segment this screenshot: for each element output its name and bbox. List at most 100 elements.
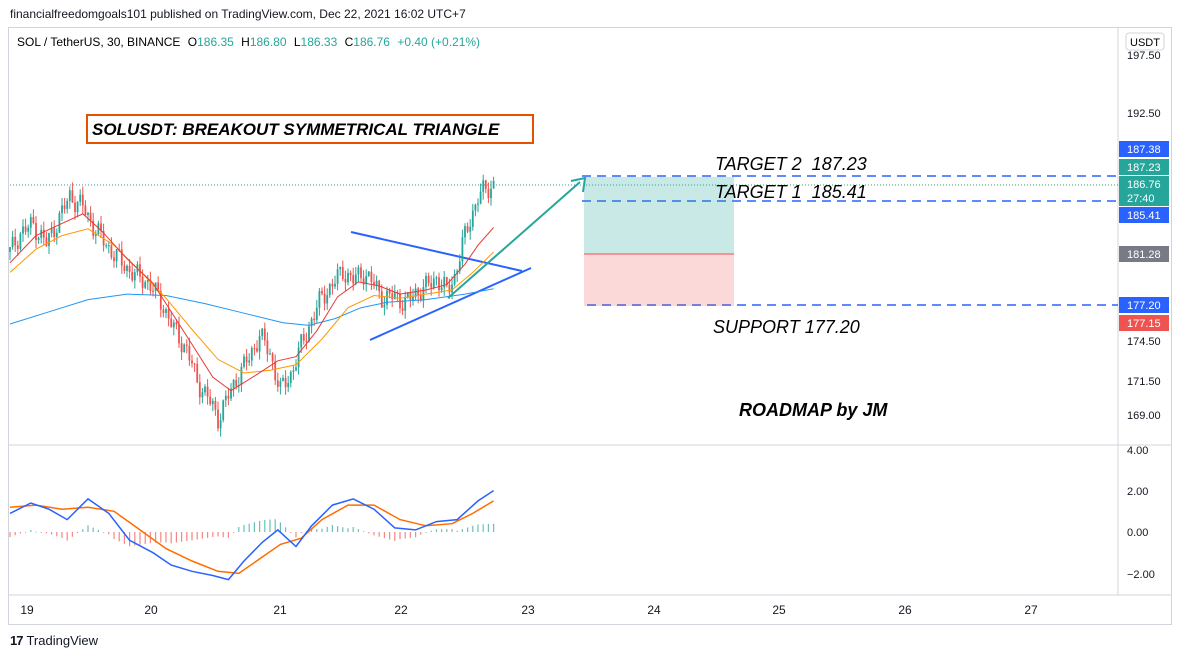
macd-hist-bar	[97, 529, 99, 532]
candle-body	[287, 382, 290, 388]
candle-body	[326, 295, 329, 304]
macd-hist-bar	[243, 524, 245, 532]
candle-body	[341, 267, 344, 279]
macd-hist-bar	[383, 532, 385, 539]
macd-hist-bar	[425, 532, 427, 533]
macd-hist-bar	[373, 532, 375, 536]
candle-body	[126, 265, 128, 272]
macd-hist-bar	[77, 532, 79, 533]
legend-o-value: 186.35	[197, 35, 234, 49]
candle-body	[414, 288, 417, 297]
macd-hist-bar	[222, 532, 224, 538]
macd-hist-bar	[113, 532, 115, 540]
triangle-upper-line[interactable]	[350, 231, 523, 272]
candle-body	[178, 324, 180, 344]
macd-histogram	[9, 519, 495, 547]
macd-hist-bar	[181, 532, 183, 542]
candle-body	[362, 278, 365, 285]
price-label: 186.76	[1127, 179, 1161, 191]
candle-body	[443, 276, 446, 288]
candle-body	[253, 348, 256, 350]
time-tick: 22	[394, 603, 408, 617]
macd-hist-bar	[269, 519, 271, 532]
macd-hist-bar	[82, 529, 84, 532]
candle-body	[477, 203, 479, 205]
macd-hist-bar	[321, 528, 323, 532]
legend-l-value: 186.33	[301, 35, 338, 49]
candle-body	[461, 237, 464, 262]
macd-axis[interactable]: 4.00 2.00 0.00 −2.00	[1127, 445, 1155, 581]
candle-body	[292, 370, 295, 372]
candles	[9, 174, 495, 437]
candle-body	[224, 395, 227, 401]
macd-hist-bar	[435, 529, 437, 532]
candle-body	[76, 201, 79, 213]
legend-change: +0.40 (+0.21%)	[397, 35, 480, 49]
candle-body	[440, 287, 443, 291]
macd-hist-bar	[368, 532, 370, 534]
candle-body	[375, 280, 378, 286]
macd-hist-bar	[420, 532, 422, 535]
title-box[interactable]	[86, 114, 534, 144]
candle-body	[201, 392, 204, 398]
candle-body	[92, 220, 95, 236]
legend-c-value: 186.76	[353, 35, 390, 49]
candle-body	[133, 272, 136, 281]
candle-body	[490, 188, 492, 198]
triangle-lower-line[interactable]	[369, 267, 532, 341]
candle-body	[170, 318, 173, 328]
profit-zone[interactable]	[584, 177, 734, 254]
macd-hist-bar	[71, 532, 73, 537]
price-label-bg	[1119, 159, 1169, 175]
macd-hist-bar	[404, 532, 406, 539]
candle-body	[347, 272, 349, 283]
candle-body	[313, 318, 316, 320]
price-axis[interactable]: 197.50 192.50 174.50 171.50 169.00	[1127, 50, 1161, 422]
macd-hist-bar	[212, 532, 214, 537]
candle-body	[323, 293, 326, 304]
breakout-arrow[interactable]	[447, 181, 581, 299]
candle-body	[256, 348, 258, 352]
candle-body	[198, 382, 201, 398]
macd-hist-bar	[227, 532, 229, 538]
footer-brand: TradingView	[26, 633, 99, 648]
candle-body	[204, 386, 206, 393]
time-axis[interactable]: 19 20 21 22 23 24 25 26 27	[20, 603, 1038, 617]
macd-hist-bar	[9, 532, 11, 537]
macd-hist-bar	[363, 531, 365, 532]
time-tick: 25	[772, 603, 786, 617]
chart-frame	[8, 27, 1172, 625]
candle-body	[425, 275, 427, 288]
candle-body	[209, 396, 212, 405]
price-label: 27:40	[1127, 193, 1155, 205]
price-label: 187.23	[1127, 162, 1161, 174]
candle-body	[448, 284, 451, 293]
candle-body	[180, 343, 183, 353]
candle-body	[141, 276, 144, 288]
macd-hist-bar	[103, 532, 105, 533]
price-label-bg	[1119, 141, 1169, 157]
candle-body	[162, 309, 165, 313]
candle-body	[16, 245, 19, 249]
loss-zone[interactable]	[584, 254, 734, 306]
macd-hist-bar	[399, 532, 401, 540]
macd-tick: 4.00	[1127, 445, 1148, 457]
time-tick: 19	[20, 603, 34, 617]
currency-button[interactable]	[1125, 32, 1165, 51]
price-label-bg	[1119, 207, 1169, 223]
macd-hist-bar	[134, 532, 136, 546]
price-axis-labels: 187.38 187.23 186.76 27:40 185.41 181.28 177.2…	[1119, 141, 1169, 331]
currency-label: USDT	[1130, 37, 1160, 49]
candle-body	[339, 267, 342, 270]
candle-body	[172, 322, 175, 328]
candle-body	[432, 278, 435, 288]
macd-hist-bar	[92, 527, 94, 532]
macd-hist-bar	[35, 531, 37, 533]
candle-body	[219, 420, 222, 429]
candle-body	[305, 340, 308, 342]
macd-hist-bar	[87, 525, 89, 532]
candle-body	[261, 328, 264, 337]
price-label-bg	[1119, 315, 1169, 331]
candle-body	[336, 269, 339, 284]
